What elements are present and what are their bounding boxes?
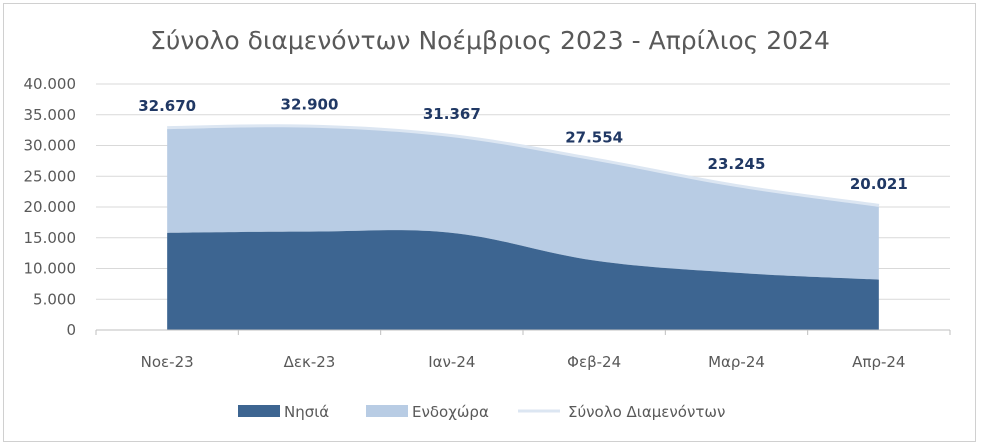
y-tick-label: 15.000 [24, 229, 77, 247]
y-tick-label: 40.000 [24, 75, 77, 93]
legend: Νησιά Ενδοχώρα Σύνολο Διαμενόντων [238, 403, 725, 421]
legend-label: Νησιά [284, 403, 329, 421]
y-tick-label: 35.000 [24, 106, 77, 124]
y-tick-label: 25.000 [24, 167, 77, 185]
legend-label: Σύνολο Διαμενόντων [568, 403, 725, 421]
x-tick-label: Νοε-23 [141, 353, 194, 371]
data-label: 20.021 [850, 175, 908, 193]
y-axis-ticks: 0 5.000 10.000 15.000 20.000 25.000 30.000 35.0… [24, 75, 77, 339]
chart-title: Σύνολο διαμενόντων Νοέμβριος 2023 - Απρί… [150, 26, 830, 55]
data-label: 32.670 [138, 97, 196, 115]
y-tick-label: 5.000 [33, 290, 76, 308]
series-area-mainland [167, 127, 879, 280]
x-tick-label: Φεβ-24 [567, 353, 621, 371]
series-area-islands [167, 230, 879, 330]
x-tick-label: Δεκ-23 [284, 353, 336, 371]
x-tick-label: Ιαν-24 [428, 353, 475, 371]
y-tick-label: 10.000 [24, 260, 77, 278]
y-tick-label: 20.000 [24, 198, 77, 216]
data-label: 31.367 [423, 105, 481, 123]
x-tick-label: Απρ-24 [852, 353, 905, 371]
x-axis: Νοε-23 Δεκ-23 Ιαν-24 Φεβ-24 Μαρ-24 Απρ-24 [95, 329, 951, 371]
data-label: 32.900 [281, 96, 339, 114]
data-label: 23.245 [708, 155, 766, 173]
legend-swatch-mainland [366, 405, 408, 417]
x-tick-label: Μαρ-24 [708, 353, 765, 371]
legend-label: Ενδοχώρα [412, 403, 489, 421]
y-tick-label: 0 [66, 321, 76, 339]
y-tick-label: 30.000 [24, 137, 77, 155]
legend-swatch-islands [238, 405, 280, 417]
data-label: 27.554 [565, 129, 623, 147]
plot-areas [167, 124, 880, 330]
data-labels: 32.670 32.900 31.367 27.554 23.245 20.021 [138, 96, 908, 193]
